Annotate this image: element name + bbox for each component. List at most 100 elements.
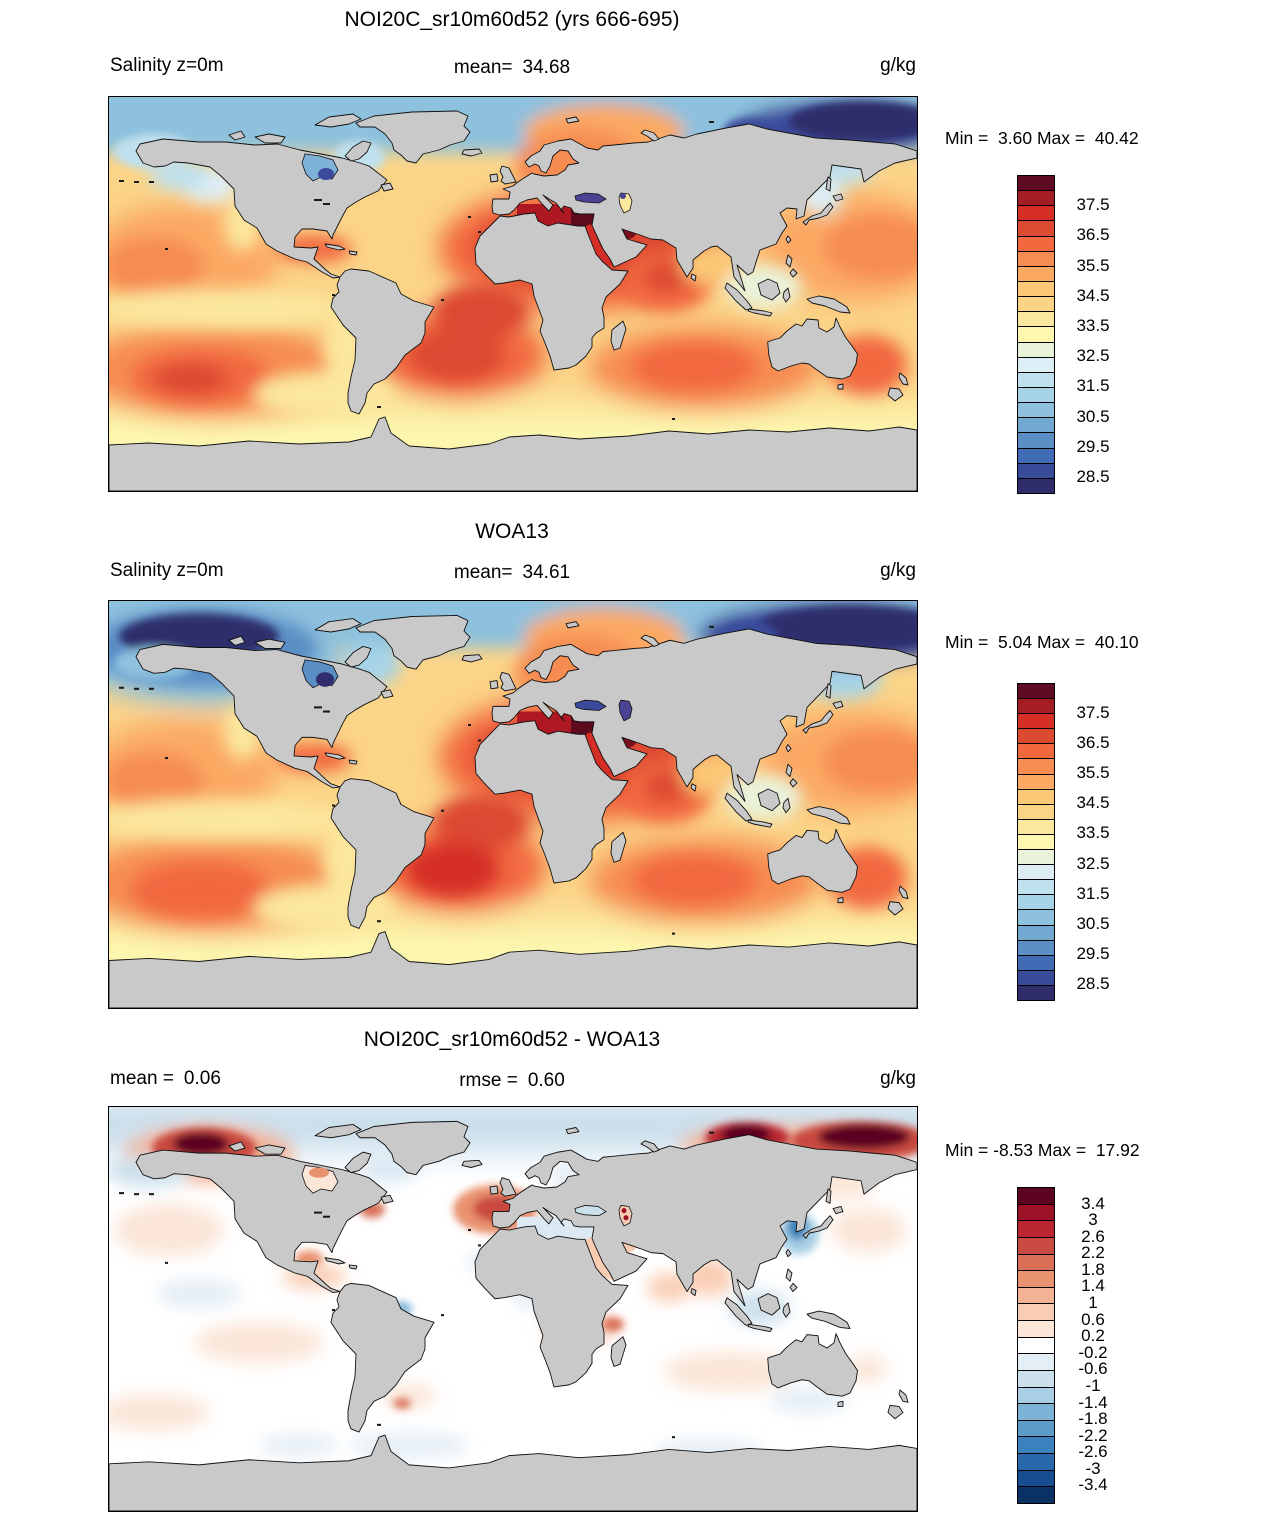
colorbar-cell <box>1018 372 1054 388</box>
colorbar-cell <box>1018 266 1054 282</box>
colorbar-cell <box>1018 433 1054 449</box>
colorbar-cell <box>1018 387 1054 404</box>
colorbar-cell <box>1018 1470 1054 1488</box>
colorbar-cell <box>1018 206 1054 222</box>
colorbar-cell <box>1018 1287 1054 1305</box>
colorbar-tick-label: 32.5 <box>1076 853 1110 873</box>
colorbar-tick-label: 2.6 <box>1081 1226 1105 1246</box>
colorbar-cells-panel1 <box>1017 175 1055 494</box>
colorbar-tick-label: 30.5 <box>1076 406 1110 426</box>
colorbar-tick-label: 32.5 <box>1076 346 1110 366</box>
colorbar-cell <box>1018 1387 1054 1405</box>
panel1-mean: mean= 34.68 <box>453 57 571 78</box>
colorbar-tick-label: 1 <box>1088 1293 1098 1313</box>
colorbar-cell <box>1018 1304 1054 1321</box>
colorbar-tick-label: -0.2 <box>1078 1342 1108 1362</box>
colorbar-cell <box>1018 850 1054 866</box>
colorbar-tick-label: 31.5 <box>1076 883 1110 903</box>
colorbar-cell <box>1018 834 1054 851</box>
colorbar-cell <box>1018 729 1054 745</box>
colorbar-cell <box>1018 759 1054 775</box>
world-map-woa13 <box>108 600 918 1009</box>
panel3-minmax: Min = -8.53 Max = 17.92 <box>945 1140 1140 1160</box>
colorbar-tick-label: 33.5 <box>1076 315 1110 335</box>
colorbar-cell <box>1018 312 1054 328</box>
colorbar-tick-label: -1.8 <box>1078 1409 1108 1429</box>
colorbar-cell <box>1018 895 1054 911</box>
colorbar-cell <box>1018 418 1054 434</box>
colorbar-cell <box>1018 191 1054 207</box>
colorbar-cell <box>1018 357 1054 373</box>
colorbar-cell <box>1018 985 1054 1000</box>
colorbar-cell <box>1018 448 1054 464</box>
panel2-unit: g/kg <box>880 560 916 581</box>
colorbar-tick-label: 31.5 <box>1076 376 1110 396</box>
panel3-title: NOI20C_sr10m60d52 - WOA13 <box>363 1028 661 1051</box>
colorbar-cell <box>1018 684 1054 700</box>
colorbar-tick-label: -0.6 <box>1078 1359 1108 1379</box>
colorbar-cell <box>1018 970 1054 986</box>
colorbar-cell <box>1018 1404 1054 1421</box>
colorbar-panel2: 37.5 36.5 35.5 34.5 33.5 32.5 31.5 30.5 29.5 28.5 <box>1017 683 1137 1001</box>
colorbar-cell <box>1018 1254 1054 1272</box>
colorbar-cell <box>1018 1354 1054 1371</box>
colorbar-tick-label: -2.2 <box>1078 1425 1108 1445</box>
colorbar-cell <box>1018 1454 1054 1471</box>
colorbar-cell <box>1018 176 1054 192</box>
panel3-unit: g/kg <box>880 1068 916 1089</box>
colorbar-panel3: 3.4 3 2.6 2.2 1.8 1.4 1 0.6 0.2 -0.2 -0.6 -1 -1.4 -1.… <box>1017 1187 1137 1504</box>
panel3-rmse: rmse = 0.60 <box>459 1070 565 1091</box>
world-map-difference <box>108 1106 918 1512</box>
colorbar-cell <box>1018 910 1054 926</box>
colorbar-cell <box>1018 804 1054 820</box>
colorbar-cell <box>1018 940 1054 956</box>
colorbar-tick-label: 36.5 <box>1076 225 1110 245</box>
colorbar-tick-label: 28.5 <box>1076 466 1110 486</box>
colorbar-cell <box>1018 327 1054 343</box>
colorbar-cell <box>1018 789 1054 805</box>
colorbar-cell <box>1018 699 1054 715</box>
colorbar-cell <box>1018 236 1054 252</box>
colorbar-cell <box>1018 1370 1054 1388</box>
colorbar-cell <box>1018 1437 1054 1454</box>
colorbar-tick-label: 3.4 <box>1081 1193 1105 1213</box>
colorbar-tick-label: -1.4 <box>1078 1392 1108 1412</box>
colorbar-cell <box>1018 281 1054 298</box>
colorbar-cell <box>1018 1337 1054 1355</box>
colorbar-tick-label: 29.5 <box>1076 943 1110 963</box>
colorbar-cells-panel3 <box>1017 1187 1055 1504</box>
colorbar-cell <box>1018 925 1054 941</box>
colorbar-cell <box>1018 1321 1054 1338</box>
colorbar-tick-label: 30.5 <box>1076 913 1110 933</box>
colorbar-tick-label: 37.5 <box>1076 703 1110 723</box>
panel1-unit: g/kg <box>880 55 916 76</box>
colorbar-tick-label: 35.5 <box>1076 763 1110 783</box>
colorbar-tick-label: 34.5 <box>1076 793 1110 813</box>
world-map-model <box>108 96 918 492</box>
colorbar-cell <box>1018 463 1054 479</box>
colorbar-cell <box>1018 342 1054 358</box>
colorbar-tick-label: 36.5 <box>1076 733 1110 753</box>
colorbar-cell <box>1018 297 1054 313</box>
colorbar-cell <box>1018 1487 1054 1503</box>
colorbar-cell <box>1018 744 1054 760</box>
colorbar-tick-label: 34.5 <box>1076 285 1110 305</box>
colorbar-tick-label: 28.5 <box>1076 973 1110 993</box>
panel2-minmax: Min = 5.04 Max = 40.10 <box>945 632 1139 652</box>
colorbar-cells-panel2 <box>1017 683 1055 1001</box>
colorbar-cell <box>1018 1221 1054 1238</box>
colorbar-tick-label: 2.2 <box>1081 1243 1105 1263</box>
colorbar-panel1: 37.5 36.5 35.5 34.5 33.5 32.5 31.5 30.5 29.5 28.5 <box>1017 175 1137 494</box>
colorbar-cell <box>1018 1420 1054 1438</box>
colorbar-tick-label: -3 <box>1085 1458 1101 1478</box>
colorbar-cell <box>1018 714 1054 730</box>
colorbar-tick-label: 37.5 <box>1076 195 1110 215</box>
colorbar-cell <box>1018 880 1054 896</box>
colorbar-tick-label: 33.5 <box>1076 823 1110 843</box>
panel1-minmax: Min = 3.60 Max = 40.42 <box>945 128 1139 148</box>
panel2-title: WOA13 <box>475 520 549 543</box>
colorbar-cell <box>1018 221 1054 237</box>
colorbar-tick-label: 0.2 <box>1081 1326 1105 1346</box>
panel2-variable-label: Salinity z=0m <box>110 560 224 581</box>
